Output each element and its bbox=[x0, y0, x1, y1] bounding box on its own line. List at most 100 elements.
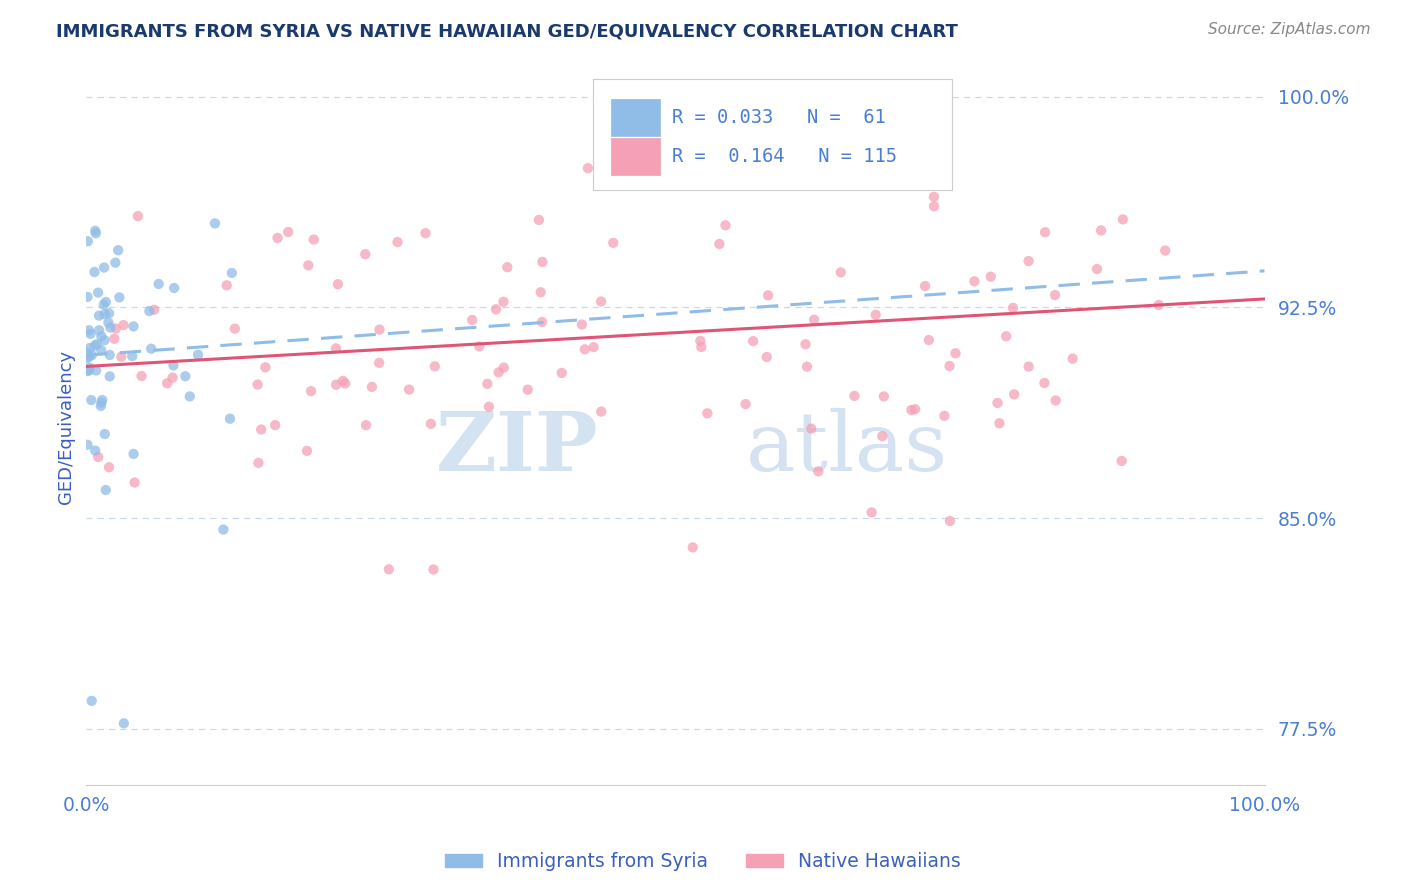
Point bbox=[143, 302, 166, 317]
Point bbox=[104, 255, 127, 269]
Point bbox=[422, 562, 444, 576]
Point bbox=[387, 235, 409, 249]
Point bbox=[963, 274, 986, 288]
Text: atlas: atlas bbox=[747, 409, 948, 488]
Point bbox=[1002, 387, 1025, 401]
Point bbox=[84, 224, 107, 238]
Point bbox=[325, 342, 347, 356]
Point bbox=[873, 389, 896, 403]
Point bbox=[986, 396, 1008, 410]
Point bbox=[93, 307, 115, 321]
Point bbox=[179, 389, 201, 403]
Text: R = 0.033   N =  61: R = 0.033 N = 61 bbox=[672, 108, 886, 127]
Point bbox=[938, 359, 960, 373]
Point bbox=[423, 359, 446, 374]
Point bbox=[591, 294, 613, 309]
Point bbox=[478, 400, 501, 414]
Point bbox=[163, 281, 186, 295]
Point bbox=[354, 247, 377, 261]
Point bbox=[122, 319, 145, 334]
Point bbox=[77, 363, 100, 377]
Point bbox=[86, 337, 108, 351]
Point bbox=[77, 349, 100, 363]
Point bbox=[682, 541, 704, 555]
Point bbox=[904, 402, 927, 417]
Point bbox=[141, 342, 163, 356]
Point bbox=[576, 161, 599, 176]
Point bbox=[131, 369, 153, 384]
Point bbox=[378, 562, 401, 576]
Point bbox=[756, 288, 779, 302]
Point bbox=[602, 235, 624, 250]
Point bbox=[277, 225, 299, 239]
Point bbox=[98, 306, 121, 320]
Point bbox=[295, 443, 318, 458]
Legend: Immigrants from Syria, Native Hawaiians: Immigrants from Syria, Native Hawaiians bbox=[437, 844, 969, 878]
Point bbox=[162, 370, 184, 384]
Point bbox=[714, 219, 737, 233]
Point bbox=[1111, 454, 1133, 468]
Point bbox=[900, 403, 922, 417]
Point bbox=[90, 399, 112, 413]
Point bbox=[527, 213, 550, 227]
Point bbox=[97, 316, 120, 330]
Point bbox=[215, 278, 238, 293]
Point bbox=[368, 356, 391, 370]
Point bbox=[1154, 244, 1177, 258]
Point bbox=[516, 383, 538, 397]
Point bbox=[79, 326, 101, 341]
Point bbox=[803, 312, 825, 326]
Point bbox=[94, 295, 117, 310]
Point bbox=[79, 341, 101, 355]
Point bbox=[93, 260, 115, 275]
Point bbox=[419, 417, 441, 431]
Point bbox=[79, 360, 101, 375]
Point bbox=[108, 290, 131, 304]
Point bbox=[492, 360, 515, 375]
Point bbox=[807, 464, 830, 478]
Point bbox=[93, 298, 115, 312]
Point bbox=[485, 302, 508, 317]
Point bbox=[582, 340, 605, 354]
Point bbox=[1033, 225, 1056, 239]
Point bbox=[94, 483, 117, 497]
Point bbox=[488, 365, 510, 379]
Point bbox=[800, 422, 823, 436]
Point bbox=[1090, 223, 1112, 237]
Y-axis label: GED/Equivalency: GED/Equivalency bbox=[58, 350, 75, 504]
Point bbox=[496, 260, 519, 275]
Point bbox=[734, 397, 756, 411]
Point bbox=[124, 475, 146, 490]
Point bbox=[796, 359, 818, 374]
Point bbox=[90, 396, 112, 410]
Point bbox=[297, 259, 319, 273]
Point bbox=[335, 376, 357, 391]
Point bbox=[76, 346, 98, 360]
Point bbox=[689, 334, 711, 348]
Point bbox=[98, 369, 121, 384]
Point bbox=[127, 209, 149, 223]
Point bbox=[84, 363, 107, 377]
Point bbox=[302, 233, 325, 247]
Point bbox=[103, 332, 125, 346]
Point bbox=[100, 320, 122, 334]
Point bbox=[91, 392, 114, 407]
Point bbox=[156, 376, 179, 391]
Point bbox=[368, 323, 391, 337]
Point bbox=[914, 279, 936, 293]
Point bbox=[918, 333, 941, 347]
Point bbox=[922, 199, 945, 213]
Point bbox=[531, 255, 554, 269]
Point bbox=[87, 285, 110, 300]
Point bbox=[80, 348, 103, 362]
Point bbox=[530, 285, 553, 300]
Point bbox=[247, 456, 270, 470]
Point bbox=[326, 277, 349, 292]
Point bbox=[354, 418, 377, 433]
Point bbox=[995, 329, 1018, 343]
Point bbox=[90, 343, 112, 358]
Point bbox=[94, 427, 117, 442]
Text: ZIP: ZIP bbox=[436, 409, 599, 488]
Point bbox=[1085, 262, 1108, 277]
Point bbox=[1018, 359, 1040, 374]
